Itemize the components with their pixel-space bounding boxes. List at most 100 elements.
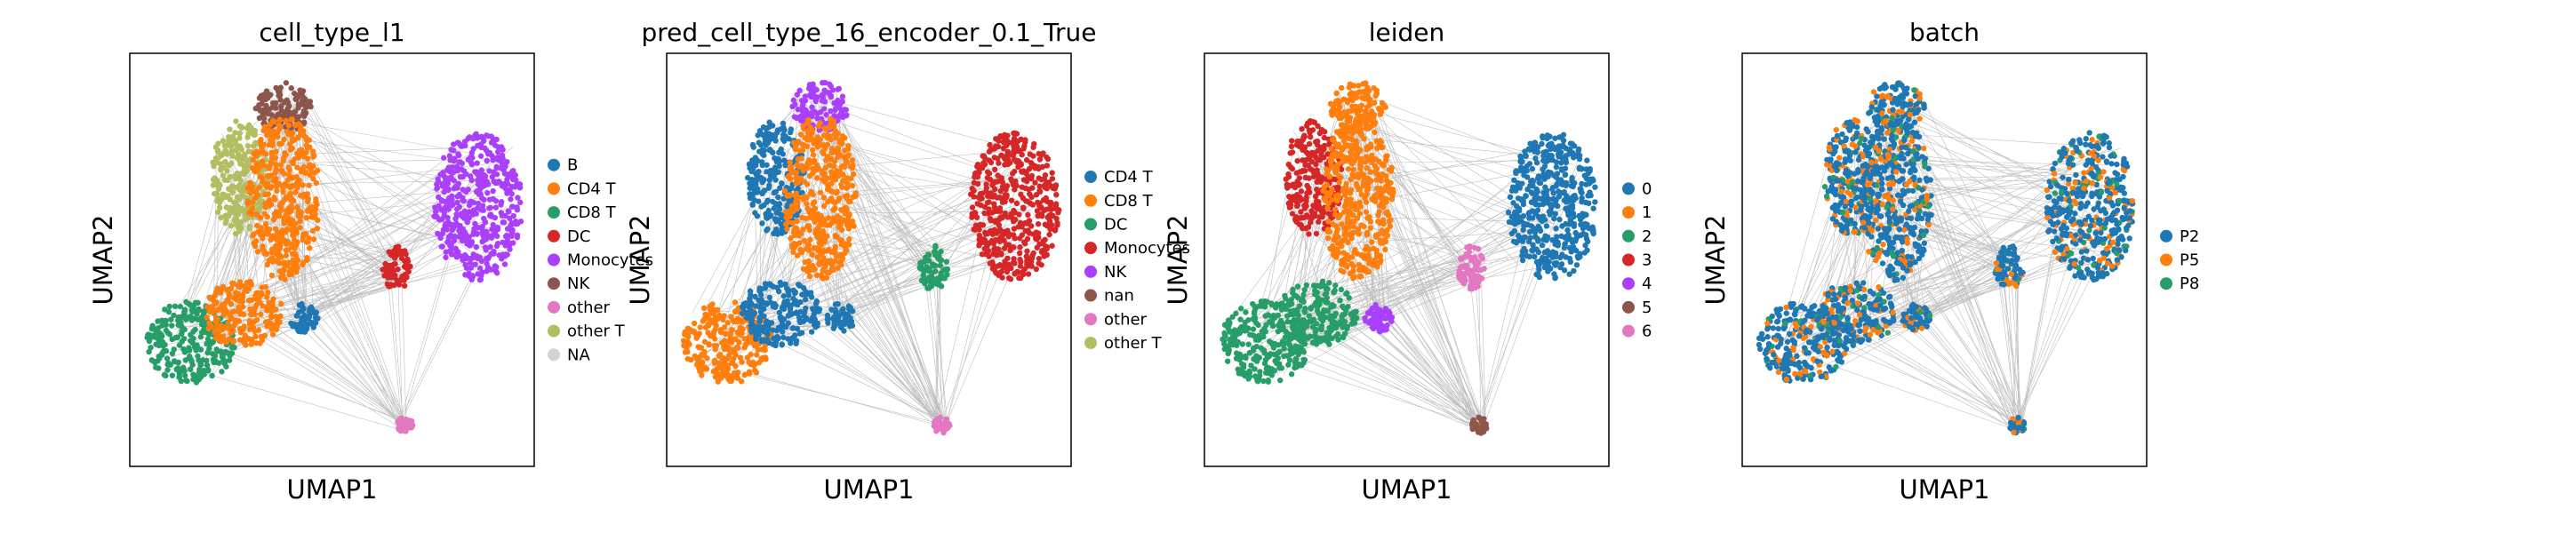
data-point (265, 191, 272, 197)
data-point (1346, 84, 1353, 91)
data-point (500, 239, 506, 245)
data-point (466, 203, 473, 209)
data-point (478, 144, 484, 151)
data-point (260, 112, 267, 118)
data-point (846, 236, 852, 243)
data-point (807, 317, 813, 324)
data-point (504, 232, 510, 239)
data-point (231, 207, 238, 213)
data-point (1012, 178, 1019, 185)
connectivity-edges (692, 87, 1044, 432)
data-point (287, 190, 293, 197)
data-point (836, 215, 843, 221)
data-point (169, 322, 175, 329)
legend-marker (548, 348, 560, 362)
data-point (787, 207, 794, 214)
data-point (476, 171, 483, 177)
edge (296, 163, 513, 313)
data-point (1024, 263, 1031, 269)
data-point (1375, 105, 1382, 112)
data-point (986, 148, 993, 155)
data-point (971, 226, 977, 233)
data-point (220, 357, 227, 363)
data-point (262, 221, 269, 227)
data-point (1313, 161, 1319, 168)
data-point (802, 296, 809, 303)
data-point (163, 372, 169, 379)
data-point (283, 252, 290, 259)
data-point (495, 157, 502, 163)
data-point (498, 202, 504, 208)
data-point (464, 237, 471, 244)
data-point (1011, 130, 1017, 137)
data-point (804, 120, 811, 126)
data-point (795, 194, 801, 201)
data-point (288, 197, 295, 204)
data-point (216, 181, 223, 187)
data-point (816, 260, 822, 266)
data-point (241, 168, 247, 175)
data-point (396, 426, 404, 434)
data-point (787, 165, 793, 171)
data-point (164, 367, 171, 373)
data-point (763, 125, 770, 132)
data-point (798, 330, 805, 336)
data-point (1033, 191, 1040, 198)
data-point (509, 168, 516, 174)
data-point (449, 164, 455, 171)
data-point (188, 331, 194, 338)
data-point (1328, 146, 1334, 152)
data-point (299, 147, 305, 154)
edge (401, 276, 407, 426)
legend-marker (548, 229, 560, 243)
data-point (394, 247, 401, 254)
data-point (975, 161, 981, 168)
data-point (804, 201, 810, 207)
data-point (812, 167, 820, 173)
data-point (231, 322, 237, 329)
data-point (705, 330, 711, 336)
data-point (280, 157, 287, 164)
data-point (789, 311, 796, 317)
data-point (816, 306, 823, 313)
data-point (804, 137, 811, 143)
data-point (1012, 210, 1018, 216)
data-point (181, 368, 188, 374)
data-point (233, 221, 239, 227)
data-point (835, 300, 841, 307)
data-point (300, 182, 306, 188)
data-point (1017, 244, 1023, 251)
data-point (460, 235, 467, 242)
data-point (449, 227, 455, 234)
data-point (802, 98, 808, 104)
data-point (996, 160, 1002, 166)
data-point (1287, 163, 1294, 171)
data-point (849, 164, 856, 171)
data-point (508, 196, 514, 203)
legend-marker (548, 182, 560, 195)
data-point (809, 147, 816, 154)
data-point (457, 229, 464, 235)
data-point (483, 235, 489, 243)
data-point (313, 311, 319, 317)
data-point (452, 155, 458, 162)
data-point (832, 128, 839, 134)
data-point (183, 378, 189, 384)
data-point (403, 251, 409, 258)
data-point (204, 357, 210, 364)
data-point (971, 179, 978, 186)
data-point (244, 142, 252, 149)
data-point (1028, 172, 1036, 179)
data-point (940, 424, 947, 430)
data-point (1012, 217, 1019, 223)
data-point (309, 148, 316, 155)
data-point (697, 368, 703, 375)
data-point (762, 135, 768, 141)
data-point (1007, 244, 1014, 251)
data-point (825, 315, 831, 322)
data-point (1284, 181, 1290, 188)
edge (308, 313, 400, 426)
data-point (438, 216, 445, 222)
data-point (1379, 99, 1386, 107)
data-point (479, 269, 485, 275)
